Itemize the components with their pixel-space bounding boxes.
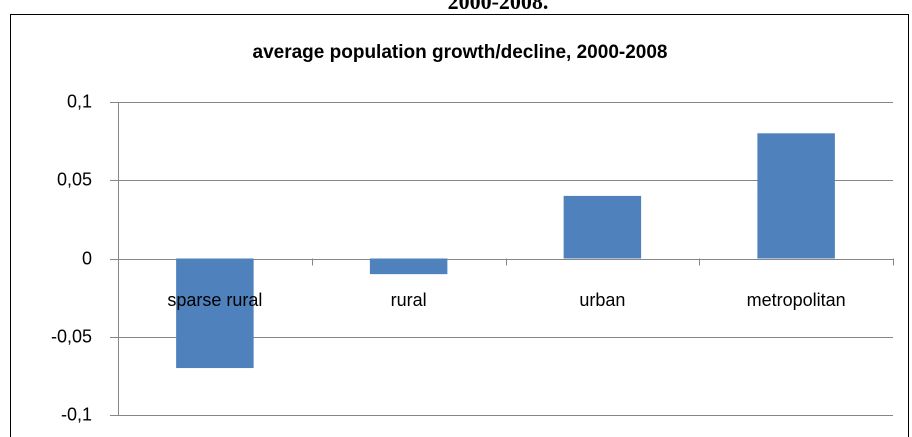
x-tick-label: metropolitan: [747, 290, 846, 310]
y-tick-label: -0,05: [51, 326, 92, 346]
y-tick-label: 0: [82, 248, 92, 268]
x-tick-label: sparse rural: [167, 290, 262, 310]
bar: [563, 195, 642, 259]
x-tick-label: urban: [579, 290, 625, 310]
bar: [176, 258, 254, 369]
y-tick-label: 0,1: [67, 91, 92, 111]
y-tick-label: -0,1: [61, 404, 92, 424]
bar: [369, 258, 448, 275]
x-tick-label: rural: [391, 290, 427, 310]
chart-title: average population growth/decline, 2000-…: [253, 42, 668, 63]
caption: 2000-2008.: [448, 0, 549, 14]
y-tick-label: 0,05: [57, 169, 92, 189]
chart-border: [10, 14, 909, 437]
bar: [757, 133, 835, 259]
